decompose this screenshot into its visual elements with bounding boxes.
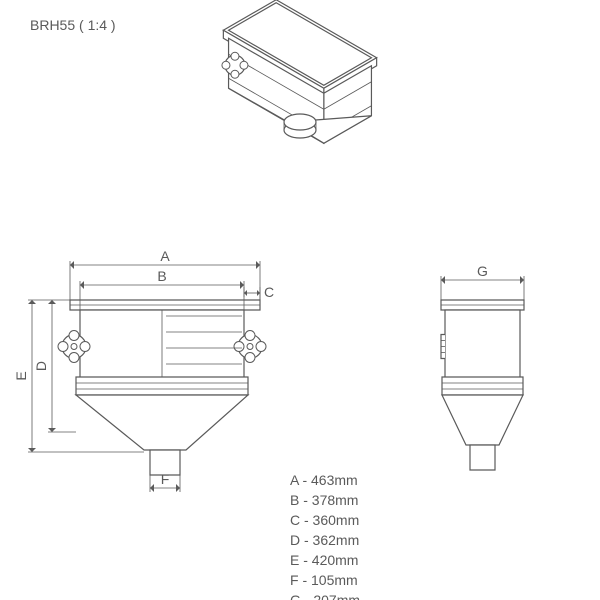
legend-row-e: E - 420mm	[290, 552, 358, 568]
legend-row-a: A - 463mm	[290, 472, 358, 488]
dimension-legend: A - 463mm B - 378mm C - 360mm D - 362mm E - …	[290, 472, 360, 600]
legend-row-f: F - 105mm	[290, 572, 358, 588]
drawing-title: BRH55 ( 1:4 )	[30, 17, 116, 33]
svg-text:E: E	[13, 371, 29, 380]
legend-row-c: C - 360mm	[290, 512, 359, 528]
svg-text:B: B	[157, 268, 166, 284]
legend-row-g: G - 207mm	[290, 592, 360, 600]
legend-row-d: D - 362mm	[290, 532, 359, 548]
side-elevation: G	[441, 263, 524, 470]
front-elevation: AB C DE F	[13, 248, 274, 492]
svg-text:F: F	[161, 471, 170, 487]
svg-text:A: A	[160, 248, 170, 264]
svg-text:D: D	[33, 361, 49, 371]
svg-text:C: C	[264, 284, 274, 300]
svg-text:G: G	[477, 263, 488, 279]
isometric-view	[222, 0, 377, 143]
legend-row-b: B - 378mm	[290, 492, 358, 508]
